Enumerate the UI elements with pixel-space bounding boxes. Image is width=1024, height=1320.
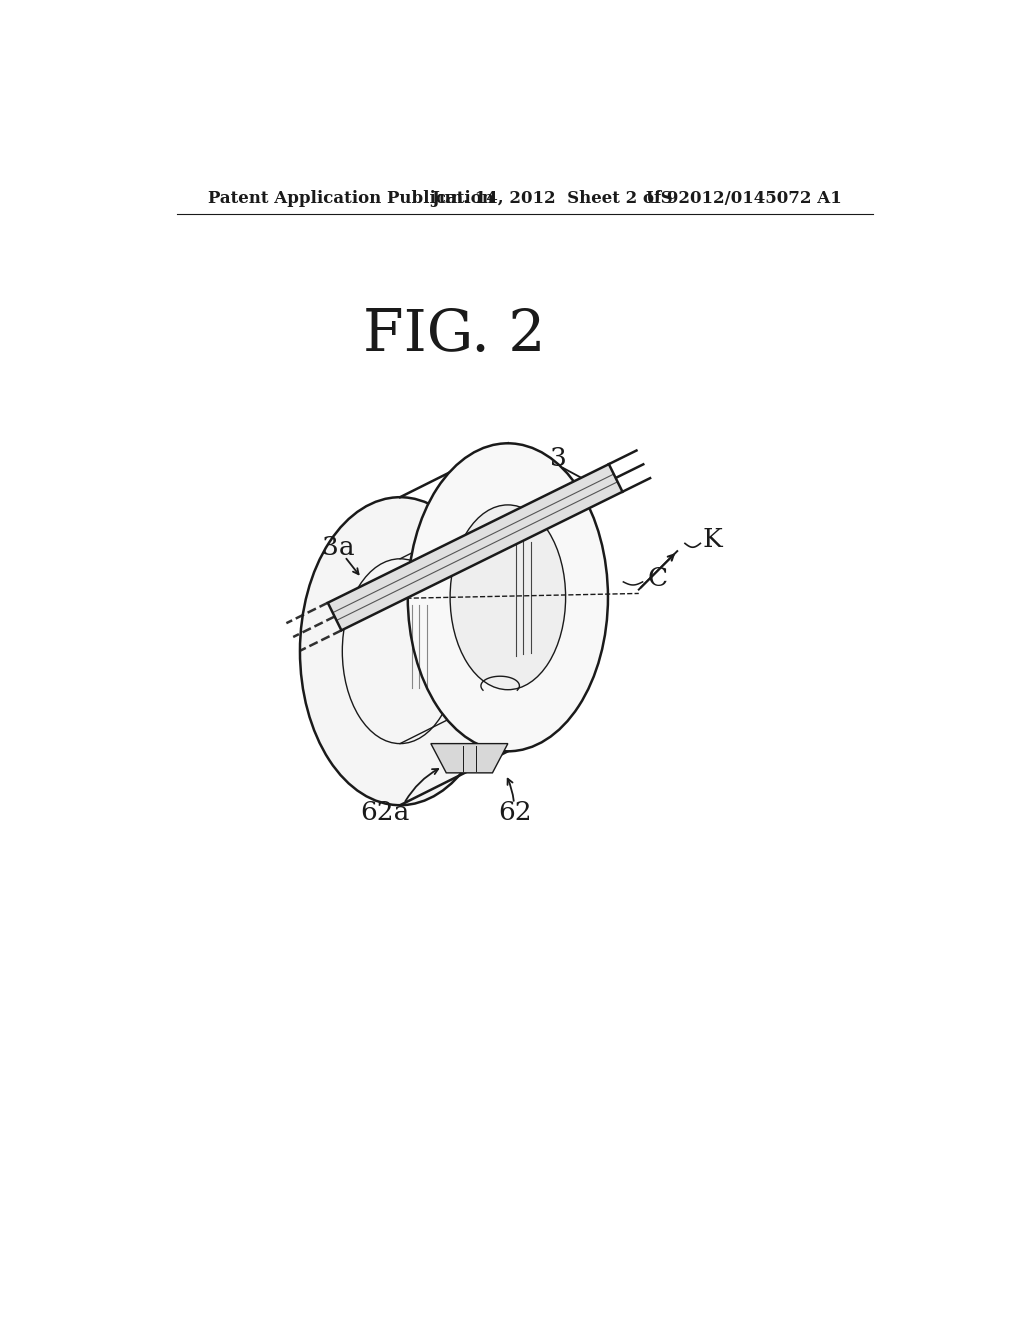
Text: K: K bbox=[702, 527, 722, 552]
Polygon shape bbox=[431, 743, 508, 774]
Text: Jun. 14, 2012  Sheet 2 of 9: Jun. 14, 2012 Sheet 2 of 9 bbox=[431, 190, 678, 207]
Text: 3a: 3a bbox=[323, 535, 354, 560]
Text: US 2012/0145072 A1: US 2012/0145072 A1 bbox=[646, 190, 842, 207]
Ellipse shape bbox=[408, 444, 608, 751]
Text: 3: 3 bbox=[550, 446, 567, 471]
Polygon shape bbox=[328, 465, 623, 631]
Ellipse shape bbox=[300, 498, 500, 805]
Ellipse shape bbox=[451, 504, 565, 689]
Text: 62: 62 bbox=[499, 800, 532, 825]
Text: FIG. 2: FIG. 2 bbox=[362, 308, 545, 363]
Text: C: C bbox=[648, 565, 668, 590]
Text: Patent Application Publication: Patent Application Publication bbox=[208, 190, 494, 207]
Text: 62a: 62a bbox=[360, 800, 410, 825]
